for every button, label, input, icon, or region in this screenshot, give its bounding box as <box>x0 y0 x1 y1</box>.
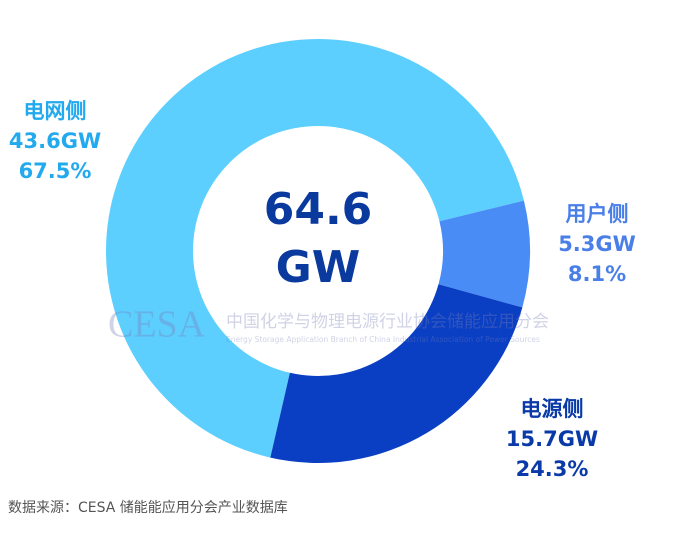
segment-percent: 8.1% <box>568 262 626 286</box>
watermark: CESA 中国化学与物理电源行业协会储能应用分会 Energy Storage … <box>108 304 549 346</box>
watermark-logo: CESA <box>108 304 206 346</box>
segment-name: 电网侧 <box>24 99 87 123</box>
center-value: 64.6 <box>264 184 373 235</box>
segment-percent: 67.5% <box>19 159 92 183</box>
watermark-name-en: Energy Storage Application Branch of Chi… <box>226 335 540 344</box>
donut-segment <box>270 284 523 463</box>
donut-segment <box>438 200 530 308</box>
donut <box>106 39 530 463</box>
source: 数据来源：CESA 储能能应用分会产业数据库 <box>8 499 288 516</box>
segment-name: 用户侧 <box>566 202 629 226</box>
donut-segment <box>106 39 524 458</box>
segment-percent: 24.3% <box>516 457 589 481</box>
segment-capacity: 15.7GW <box>506 427 598 451</box>
watermark-name: 中国化学与物理电源行业协会储能应用分会 <box>226 312 549 332</box>
segment-capacity: 43.6GW <box>9 129 101 153</box>
center-unit: GW <box>276 242 361 293</box>
segment-capacity: 5.3GW <box>558 232 636 256</box>
segment-name: 电源侧 <box>521 397 584 421</box>
